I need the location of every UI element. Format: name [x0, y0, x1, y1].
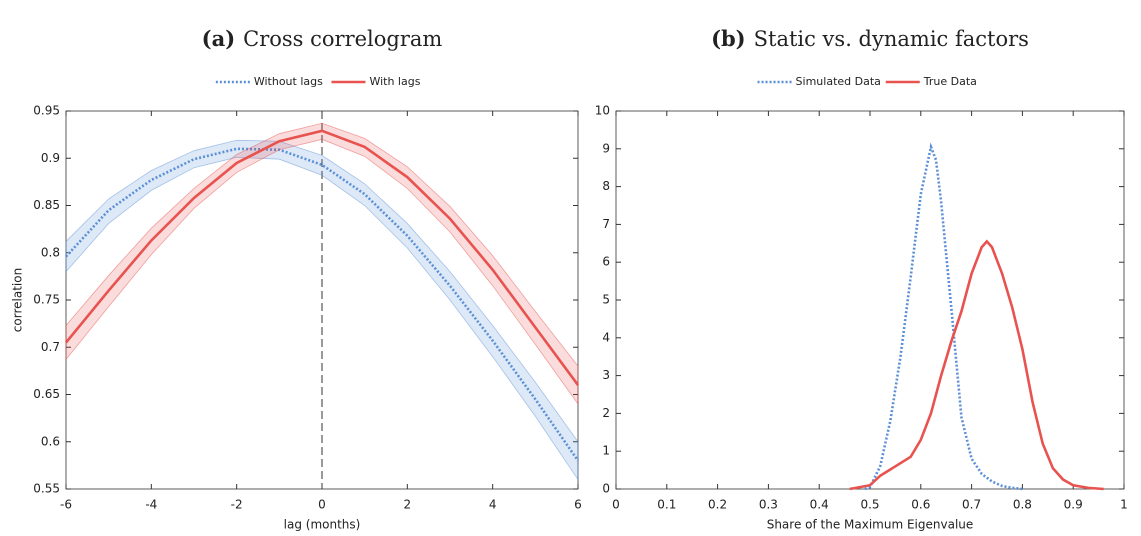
y-tick-label: 0.7: [41, 340, 60, 354]
x-tick-label: 0.7: [962, 498, 981, 512]
x-tick-label: 0.9: [1064, 498, 1083, 512]
y-tick-label: 0: [602, 482, 610, 496]
x-tick-label: 0.6: [911, 498, 930, 512]
y-tick-label: 10: [595, 104, 610, 118]
panel-label: (a): [202, 26, 235, 51]
x-tick-label: 0.5: [860, 498, 879, 512]
data-line: [65, 147, 580, 462]
legend-label: True Data: [923, 75, 977, 88]
x-tick-label: 0.1: [657, 498, 676, 512]
y-tick-label: 1: [602, 444, 610, 458]
panel-label: (b): [711, 26, 746, 51]
data-line: [864, 142, 1023, 491]
y-axis-label: correlation: [11, 268, 25, 332]
x-tick-label: 0: [612, 498, 620, 512]
y-tick-label: 8: [602, 179, 610, 193]
x-tick-label: 4: [489, 498, 497, 512]
legend-label: Without lags: [254, 75, 323, 88]
x-axis-label: lag (months): [284, 518, 361, 532]
x-tick-label: -2: [231, 498, 243, 512]
confidence-band: [65, 139, 579, 481]
y-tick-label: 4: [602, 330, 610, 344]
y-tick-label: 0.8: [41, 245, 60, 259]
x-tick-label: 1: [1120, 498, 1128, 512]
y-tick-label: 5: [602, 293, 610, 307]
data-line: [64, 129, 580, 386]
x-tick-label: 0.3: [759, 498, 778, 512]
x-tick-label: 6: [574, 498, 582, 512]
x-tick-label: 0: [318, 498, 326, 512]
y-tick-label: 6: [602, 255, 610, 269]
plot-area: [615, 110, 1125, 490]
x-tick-label: 0.2: [708, 498, 727, 512]
y-tick-label: 3: [602, 368, 610, 382]
y-tick-label: 7: [602, 217, 610, 231]
y-tick-label: 0.75: [33, 293, 60, 307]
y-tick-label: 0.6: [41, 434, 60, 448]
x-axis-label: Share of the Maximum Eigenvalue: [767, 518, 974, 532]
confidence-band: [65, 122, 579, 406]
y-tick-label: 0.95: [33, 104, 60, 118]
x-tick-label: 0.8: [1013, 498, 1032, 512]
y-tick-label: 9: [602, 141, 610, 155]
legend-label: With lags: [369, 75, 420, 88]
title-text: Static vs. dynamic factors: [754, 27, 1029, 51]
data-line: [849, 239, 1104, 491]
panel-title: (a) Cross correlogram: [202, 26, 443, 51]
x-tick-label: 0.4: [810, 498, 829, 512]
y-tick-label: 0.55: [33, 482, 60, 496]
y-tick-label: 0.9: [41, 151, 60, 165]
legend-label: Simulated Data: [796, 75, 881, 88]
x-tick-label: -4: [145, 498, 157, 512]
y-tick-label: 2: [602, 406, 610, 420]
panel-title: (b) Static vs. dynamic factors: [711, 26, 1029, 51]
y-tick-label: 0.65: [33, 387, 60, 401]
x-tick-label: 2: [404, 498, 412, 512]
title-text: Cross correlogram: [243, 27, 442, 51]
y-tick-label: 0.85: [33, 198, 60, 212]
x-tick-label: -6: [60, 498, 72, 512]
